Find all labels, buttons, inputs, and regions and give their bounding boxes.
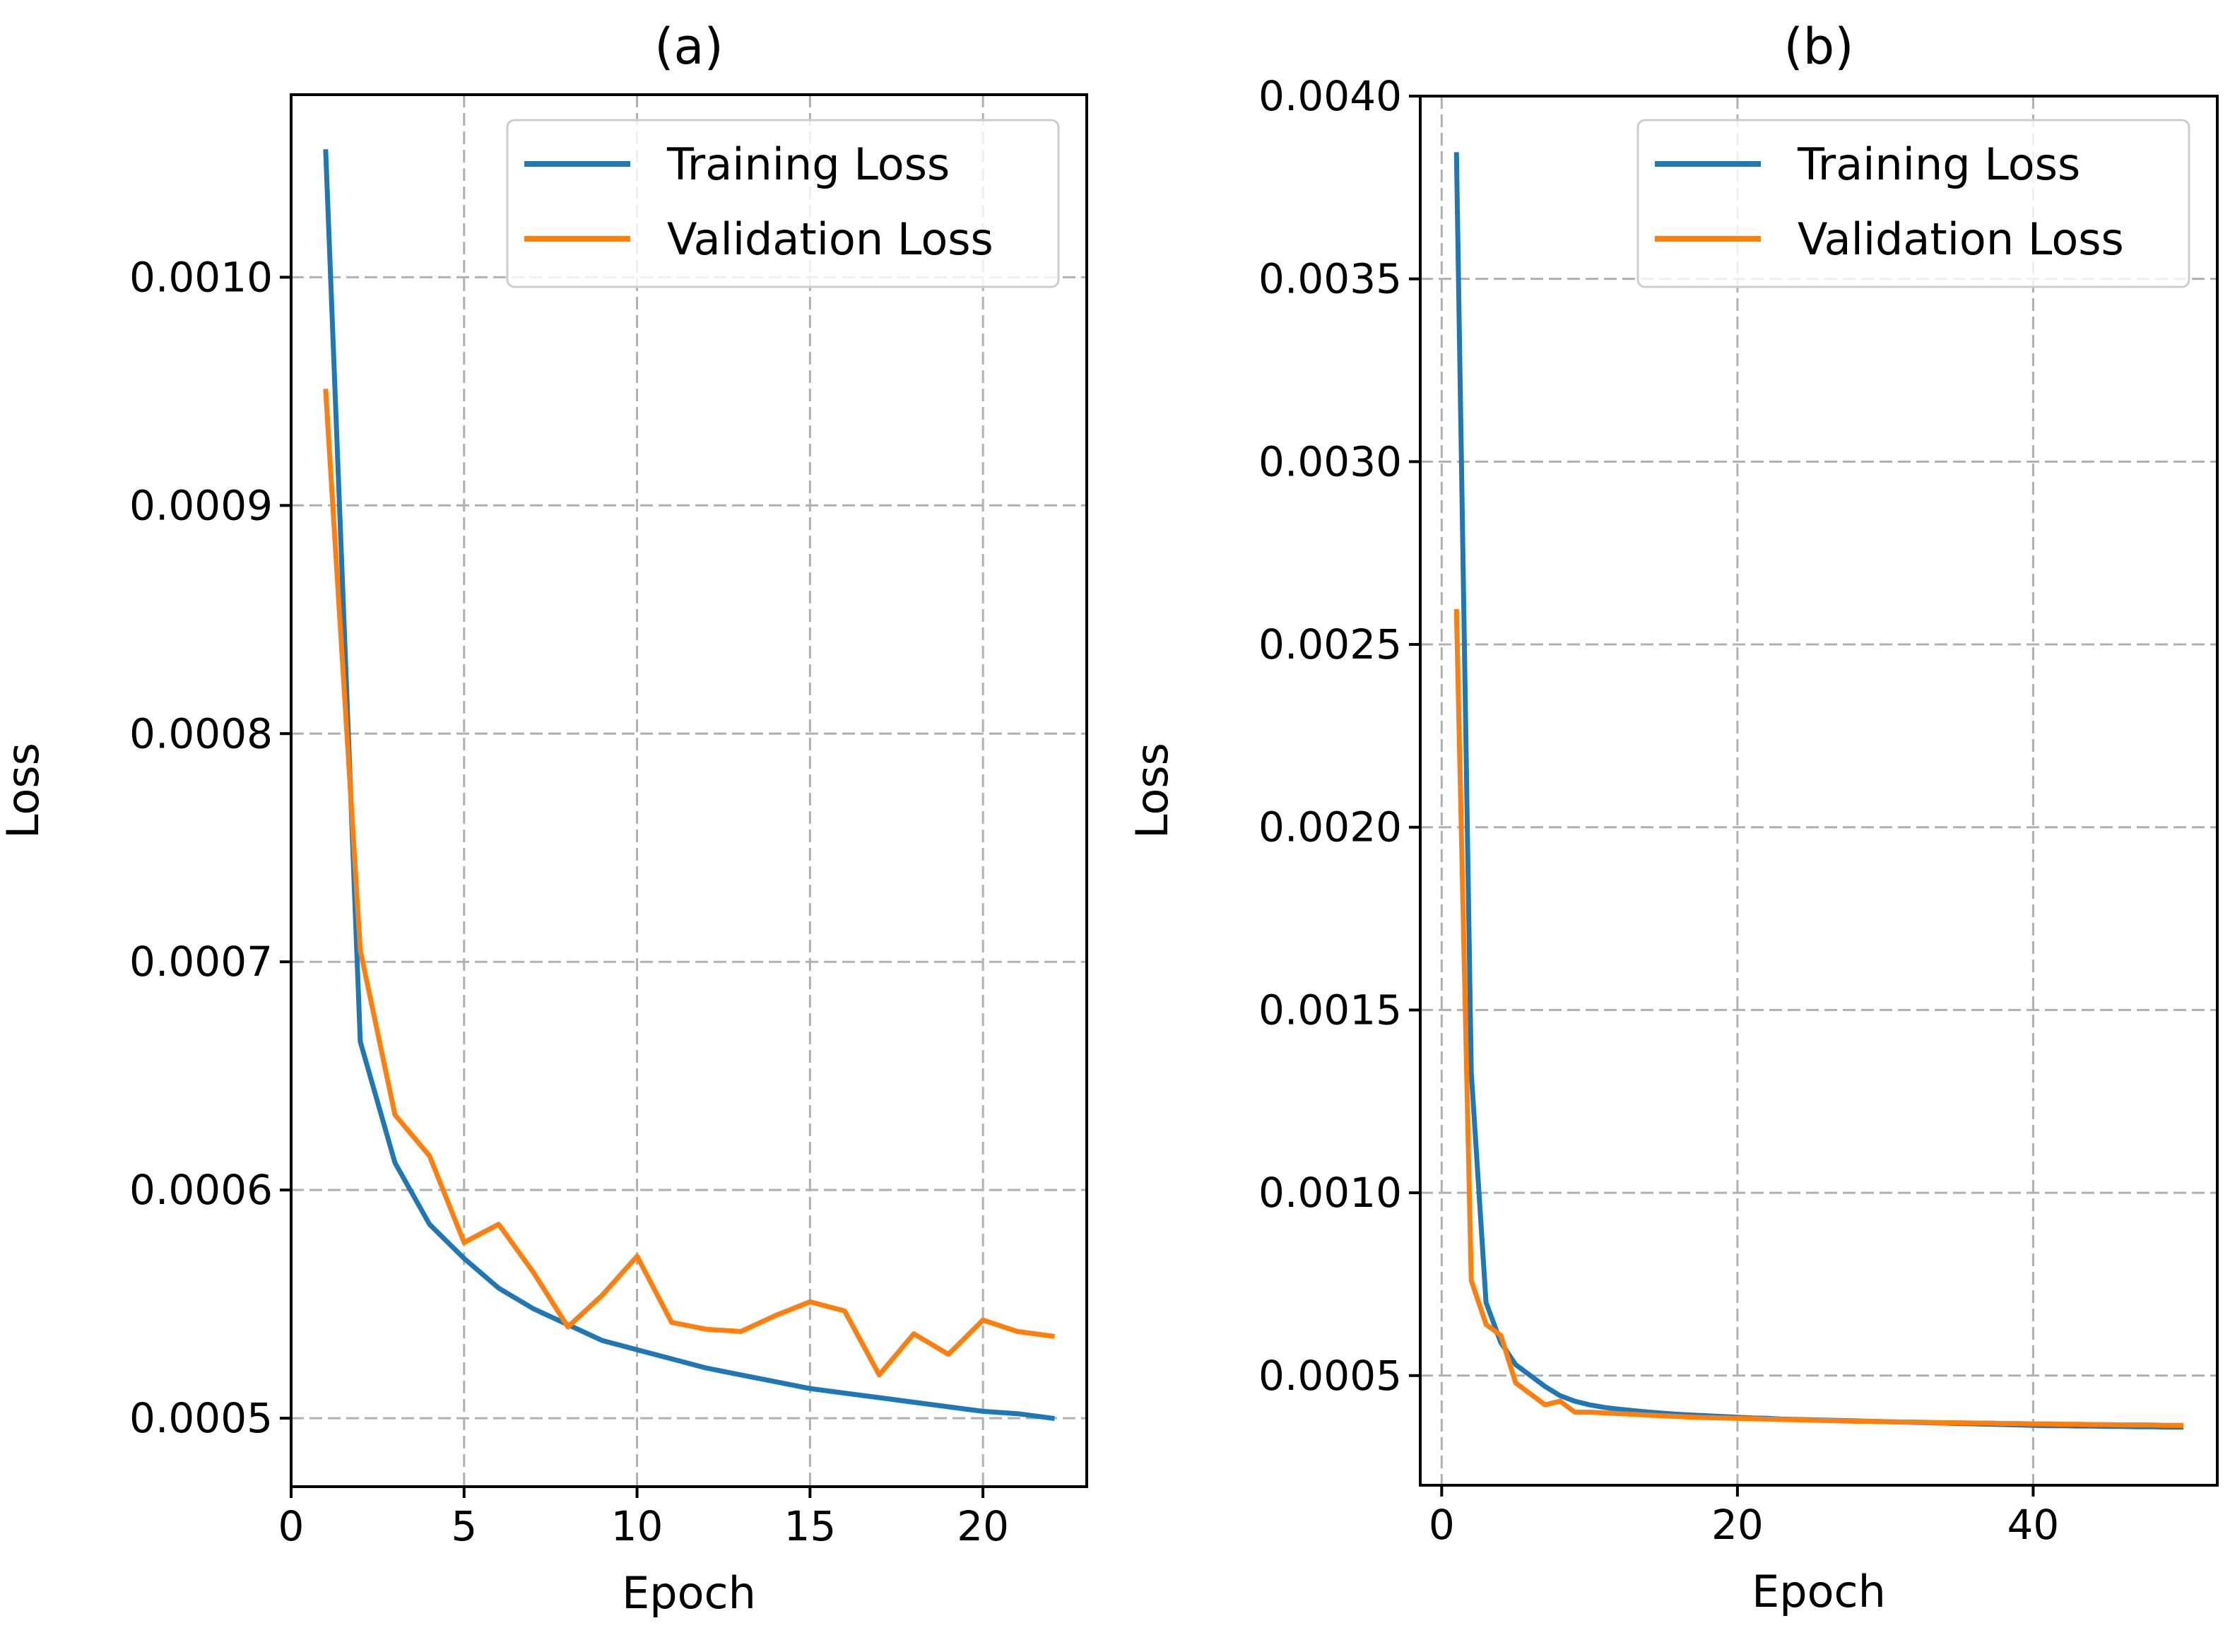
chart-1-x-tick-label: 20 [1711,1501,1764,1549]
chart-panel-b: 0 20 40 0.0005 0.0010 0.0015 0.0020 0.0025 0.003… [1126,18,2219,1617]
chart-0-series-line-training [323,149,1055,1422]
chart-0-x-tick-label: 5 [451,1502,477,1550]
chart-0-x-tick-label: 15 [784,1502,836,1550]
chart-1-y-axis-label: Loss [1126,743,1178,839]
chart-0-y-tick-label: 0.0008 [129,709,273,757]
chart-0-legend: Training Loss Validation Loss [506,119,1060,288]
chart-1-x-tick-label: 40 [2007,1501,2060,1549]
chart-0-y-tick-label: 0.0007 [129,938,273,986]
chart-0-x-tick-label: 20 [957,1502,1009,1550]
chart-1-y-tick-label: 0.0005 [1258,1352,1402,1400]
chart-1-y-tick-label: 0.0030 [1258,437,1402,485]
chart-1-series-line-training [1453,152,2184,1430]
chart-0-legend-box [506,119,1060,288]
chart-0-plot-frame [290,93,1088,1488]
chart-0-y-tick-label: 0.0005 [129,1394,273,1442]
chart-0-series-line-validation [323,389,1055,1378]
chart-1-series-line-validation [1453,608,2184,1428]
chart-1-x-axis-label: Epoch [1752,1566,1886,1617]
chart-1-y-tick-label: 0.0040 [1258,72,1402,120]
chart-0-legend-label: Validation Loss [667,213,993,265]
chart-1-legend-label: Validation Loss [1798,213,2124,265]
chart-1-y-tick-label: 0.0010 [1258,1169,1402,1217]
chart-0-y-tick-label: 0.0010 [129,253,273,301]
chart-0-legend-label: Training Loss [666,138,950,190]
chart-0-y-axis-label: Loss [0,743,49,839]
chart-1-plot-frame [1419,95,2219,1487]
chart-1-y-tick-label: 0.0025 [1258,620,1402,668]
chart-1-y-tick-label: 0.0020 [1258,803,1402,851]
chart-1-legend: Training Loss Validation Loss [1636,119,2190,288]
chart-1-x-tick-label: 0 [1429,1501,1455,1549]
chart-0-y-tick-label: 0.0009 [129,481,273,529]
chart-0-x-tick-label: 0 [278,1502,305,1550]
chart-0-x-tick-label: 10 [611,1502,663,1550]
chart-panel-a: 0 5 10 15 20 0.0005 0.0006 0.0007 0.0008 0.0009 0.… [0,18,1088,1619]
chart-1-legend-label: Training Loss [1797,138,2080,190]
chart-1-y-tick-label: 0.0015 [1258,986,1402,1034]
chart-1-title: (b) [1783,18,1853,76]
chart-0-y-tick-label: 0.0006 [129,1166,273,1214]
chart-1-y-tick-label: 0.0035 [1258,255,1402,303]
chart-0-x-axis-label: Epoch [622,1567,756,1619]
chart-0-title: (a) [654,18,724,76]
chart-1-legend-box [1636,119,2190,288]
